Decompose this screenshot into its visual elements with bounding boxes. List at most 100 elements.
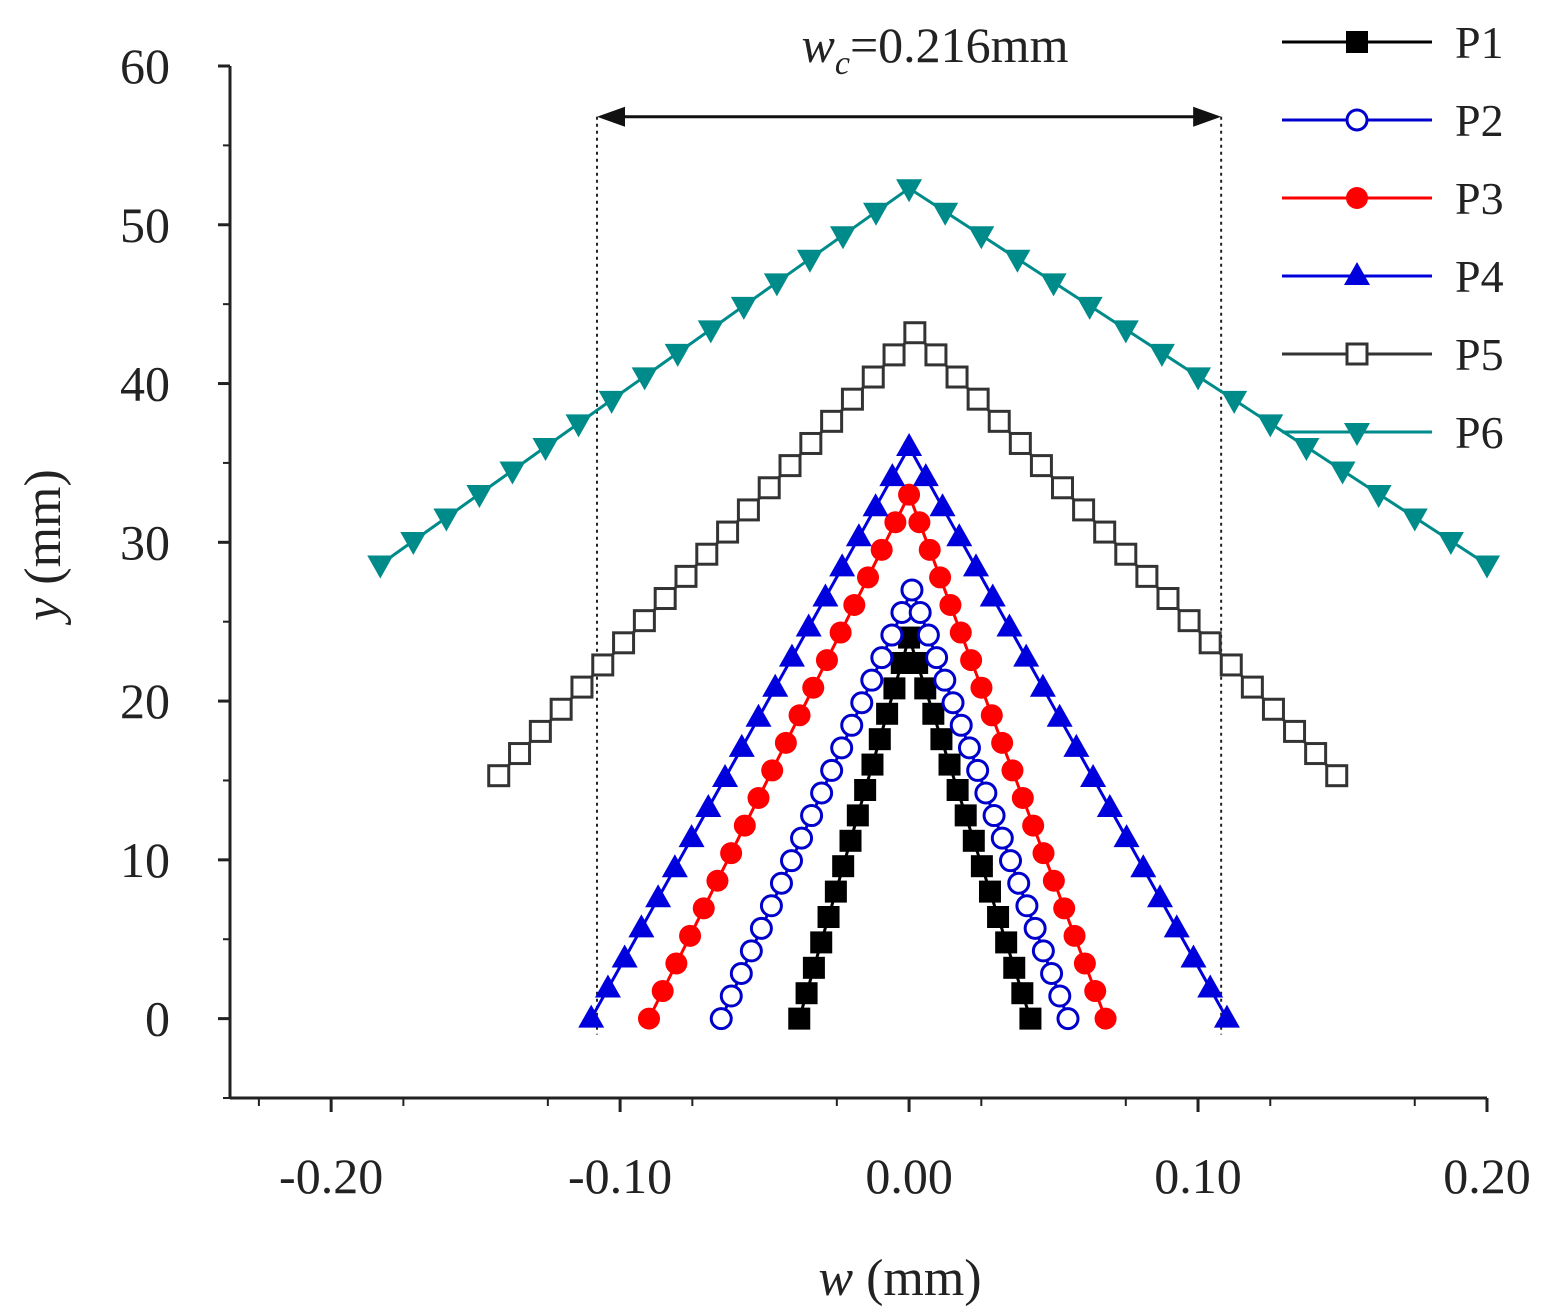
data-point <box>466 484 493 508</box>
data-point <box>932 202 959 226</box>
data-point <box>812 583 839 607</box>
data-point <box>795 982 818 1005</box>
data-point <box>882 343 906 367</box>
data-point <box>697 320 724 344</box>
data-point <box>719 984 743 1008</box>
data-point <box>962 829 985 852</box>
x-tick-label: 0.10 <box>1154 1148 1242 1204</box>
data-point <box>939 593 962 616</box>
data-point <box>612 631 636 655</box>
y-axis-title: y (mm) <box>15 469 72 626</box>
data-point <box>815 649 838 672</box>
data-point <box>598 390 625 414</box>
data-point <box>1046 703 1073 727</box>
y-tick-label: 50 <box>120 197 170 253</box>
data-point <box>1198 631 1222 655</box>
data-point <box>1053 897 1076 920</box>
data-point <box>908 601 932 625</box>
data-point <box>957 736 981 760</box>
data-point <box>861 753 884 776</box>
data-point <box>796 249 823 273</box>
series-p2 <box>709 578 1080 1031</box>
data-point <box>532 437 559 461</box>
y-tick-label: 60 <box>120 38 170 94</box>
data-point <box>528 719 552 743</box>
data-point <box>954 804 977 827</box>
data-point <box>820 409 844 433</box>
data-point <box>1011 982 1034 1005</box>
data-point <box>1022 814 1045 837</box>
data-point <box>591 653 615 677</box>
data-point <box>594 974 621 998</box>
data-point <box>840 713 864 737</box>
legend-label-p4: P4 <box>1455 251 1504 302</box>
data-point <box>1219 653 1243 677</box>
data-point <box>1029 673 1056 697</box>
data-point <box>1094 1007 1117 1030</box>
data-point <box>747 787 770 810</box>
data-point <box>1008 431 1032 455</box>
data-point <box>1013 643 1040 667</box>
data-point <box>824 880 847 903</box>
data-point <box>924 343 948 367</box>
data-point <box>929 493 956 517</box>
data-point <box>900 578 924 602</box>
legend-marker-p2 <box>1345 108 1369 132</box>
series-p5 <box>487 321 1349 788</box>
data-point <box>982 804 1006 828</box>
data-point <box>938 753 961 776</box>
data-point <box>631 367 658 391</box>
legend-label-p5: P5 <box>1455 329 1504 380</box>
data-point <box>712 763 739 787</box>
data-point <box>578 1004 605 1028</box>
data-point <box>1401 508 1428 532</box>
annotation-sub: c <box>835 45 850 82</box>
data-point <box>749 916 773 940</box>
data-point <box>1040 961 1064 985</box>
series-p4 <box>578 433 1240 1028</box>
data-point <box>883 677 906 700</box>
data-point <box>979 583 1006 607</box>
data-point <box>1293 437 1320 461</box>
data-point <box>706 869 729 892</box>
data-point <box>799 431 823 455</box>
data-point <box>780 849 804 873</box>
data-point <box>802 676 825 699</box>
data-point <box>1147 884 1174 908</box>
y-tick-label: 20 <box>120 673 170 729</box>
data-point <box>962 553 989 577</box>
data-point <box>1156 587 1180 611</box>
arrowhead-right <box>1193 106 1222 127</box>
data-point <box>1185 367 1212 391</box>
data-point <box>628 914 655 938</box>
y-tick-label: 30 <box>120 514 170 570</box>
data-point <box>817 906 840 929</box>
data-point <box>790 826 814 850</box>
data-point <box>778 454 802 478</box>
data-point <box>1084 980 1107 1003</box>
series-p1 <box>788 626 1042 1030</box>
data-point <box>730 296 757 320</box>
data-point <box>854 778 877 801</box>
data-point <box>832 855 855 878</box>
data-point <box>949 713 973 737</box>
data-point <box>1003 956 1026 979</box>
annotation-var: w <box>802 17 835 73</box>
data-point <box>800 804 824 828</box>
data-point <box>664 343 691 367</box>
data-point <box>757 476 781 500</box>
data-point <box>906 651 929 674</box>
data-point <box>1080 763 1107 787</box>
series-p6 <box>367 179 1500 579</box>
data-point <box>769 871 793 895</box>
data-point <box>1063 924 1086 947</box>
data-point <box>839 829 862 852</box>
data-point <box>987 906 1010 929</box>
data-point <box>966 387 990 411</box>
data-point <box>695 542 719 566</box>
data-point <box>896 433 923 457</box>
legend-marker-p4 <box>1344 262 1370 285</box>
data-point <box>745 703 772 727</box>
data-point <box>1163 914 1190 938</box>
